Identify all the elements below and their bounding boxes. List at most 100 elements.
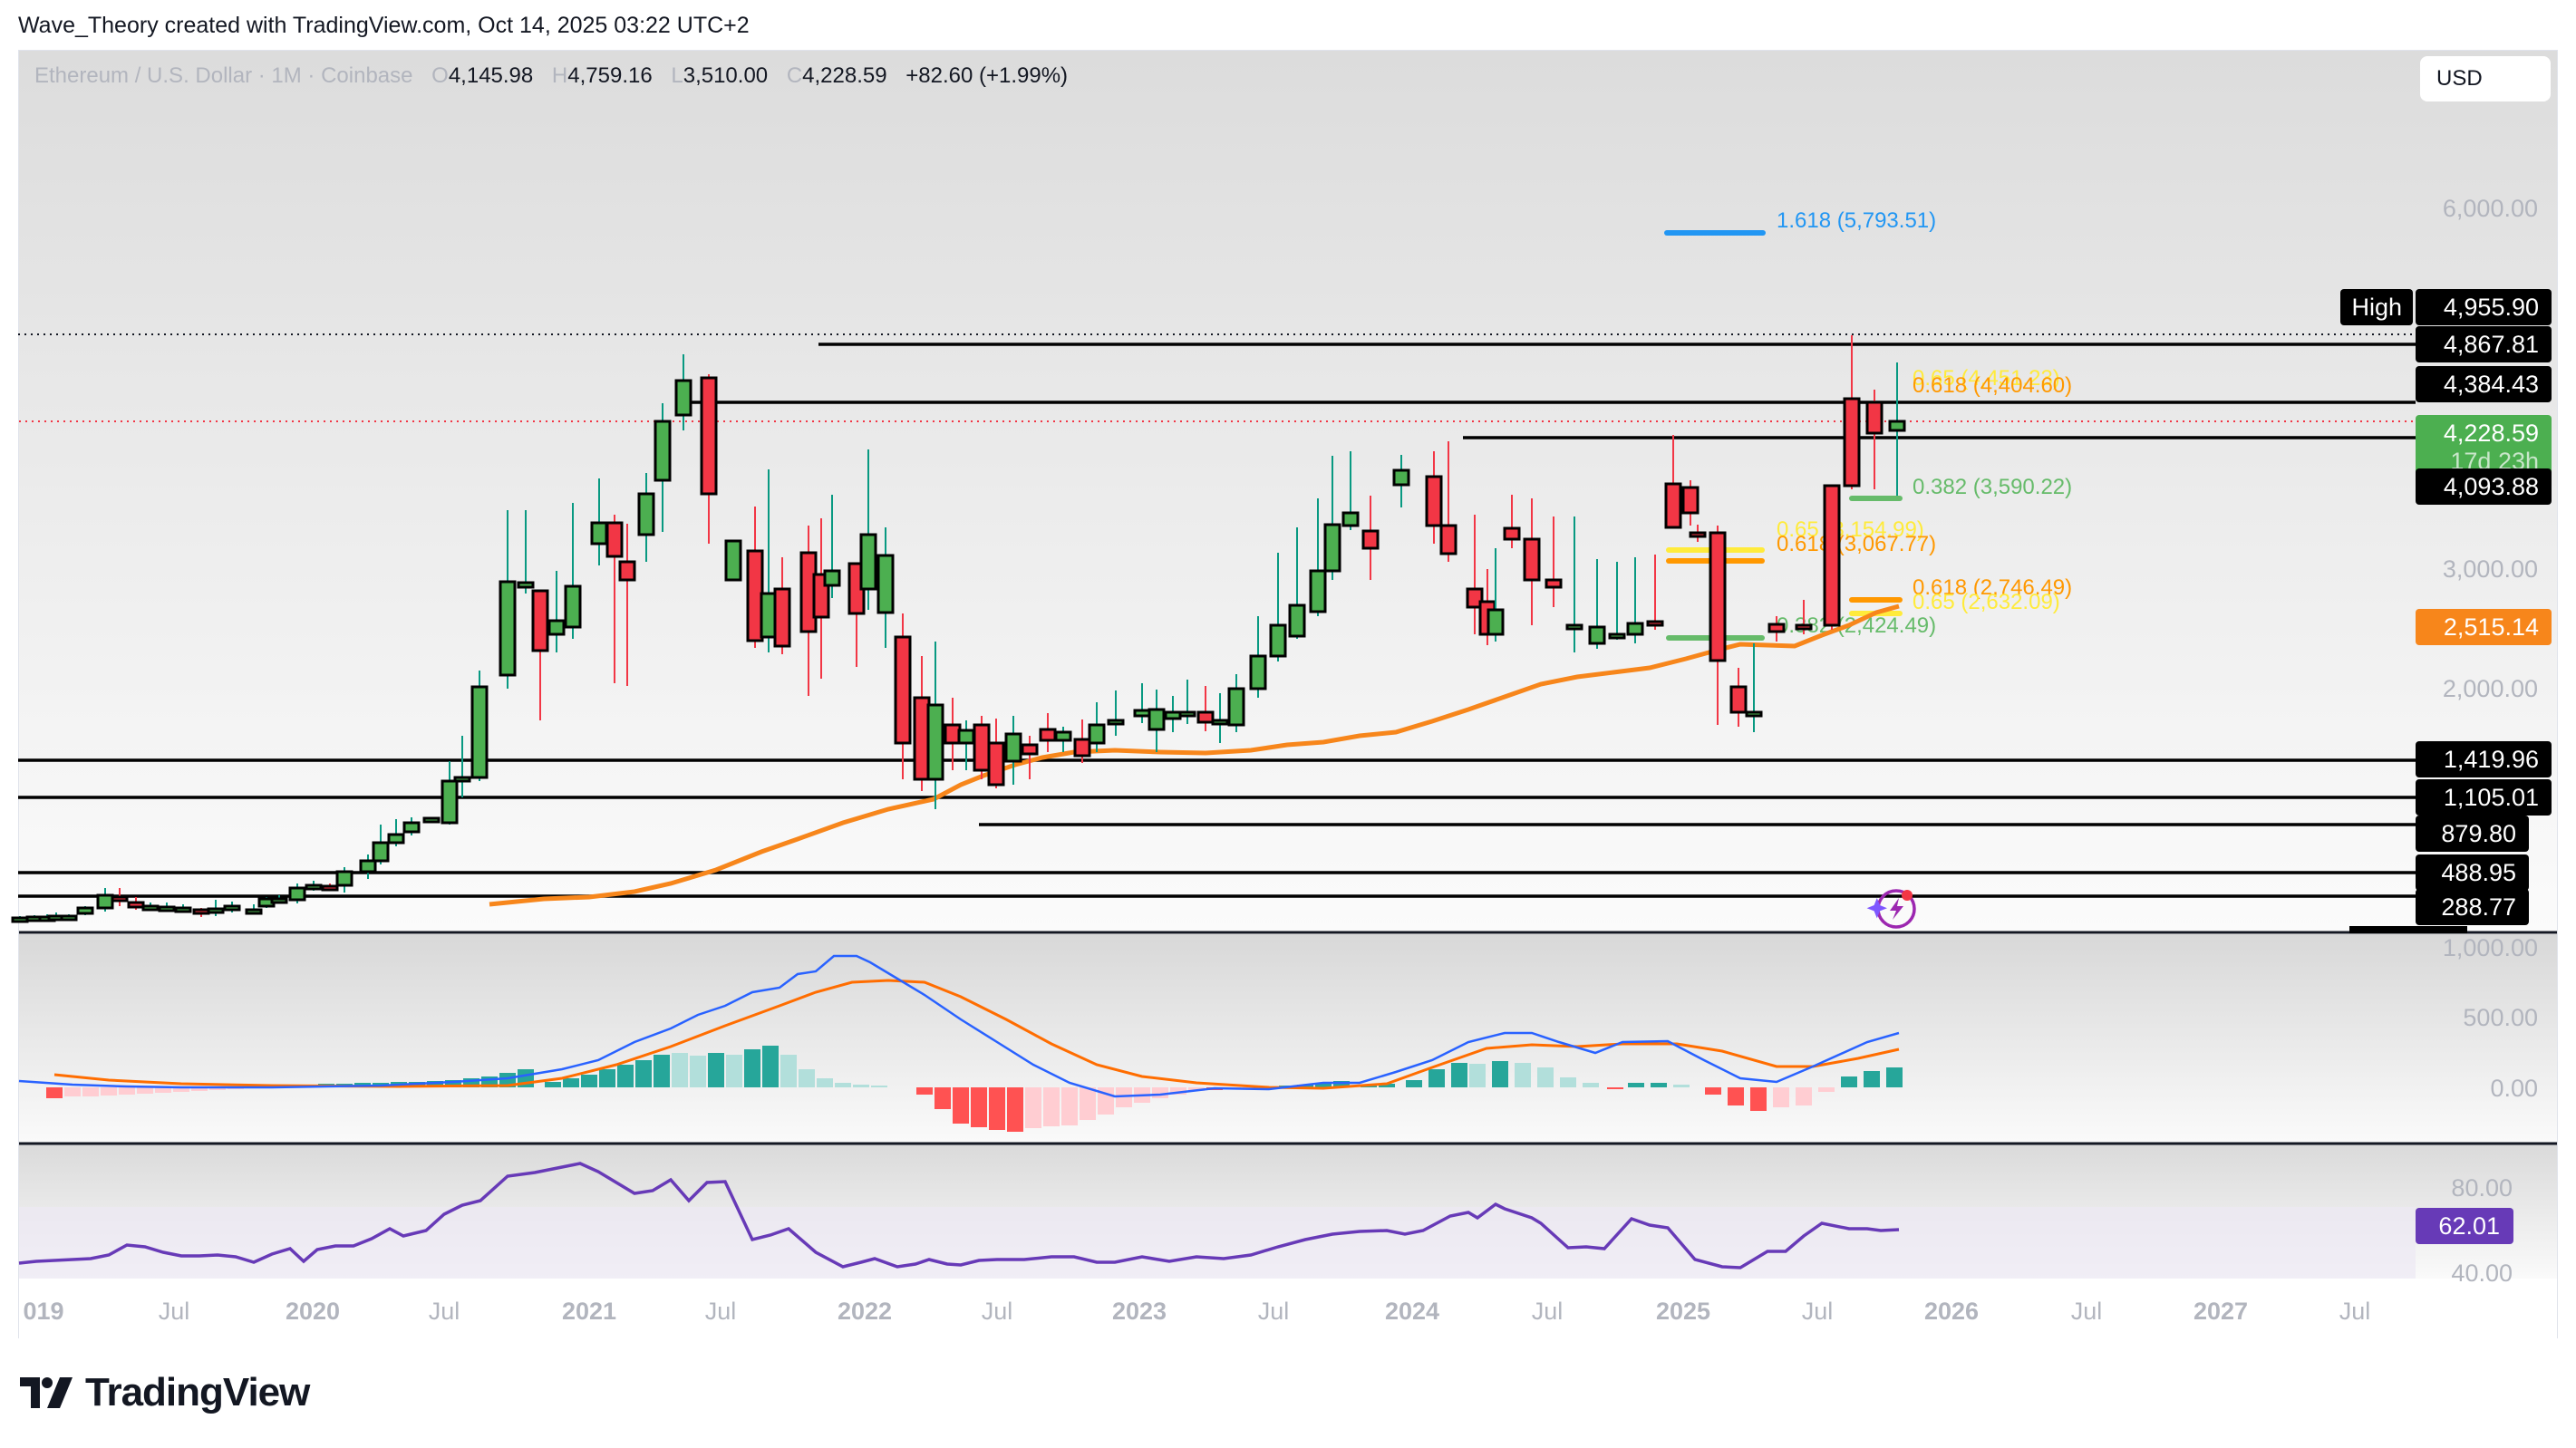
- candle[interactable]: [1107, 690, 1125, 736]
- candle[interactable]: [1323, 456, 1341, 580]
- candle[interactable]: [973, 716, 991, 779]
- candle[interactable]: [453, 736, 471, 797]
- main-pane[interactable]: [19, 51, 2557, 932]
- price-tag[interactable]: 488.95: [2416, 854, 2529, 891]
- candle[interactable]: [1288, 527, 1306, 639]
- candle[interactable]: [1309, 498, 1327, 616]
- candle[interactable]: [422, 816, 441, 824]
- candle[interactable]: [158, 903, 176, 912]
- candle[interactable]: [746, 507, 764, 648]
- candle[interactable]: [547, 571, 566, 652]
- symbol-legend[interactable]: Ethereum / U.S. Dollar · 1M · Coinbase O…: [34, 63, 1068, 89]
- candle[interactable]: [11, 916, 29, 923]
- candle[interactable]: [637, 473, 655, 562]
- candle[interactable]: [1004, 716, 1022, 785]
- candle[interactable]: [1709, 526, 1727, 725]
- candle[interactable]: [799, 526, 818, 696]
- candle[interactable]: [674, 354, 692, 430]
- candle[interactable]: [1021, 736, 1039, 779]
- candle[interactable]: [605, 515, 624, 683]
- candle[interactable]: [1341, 451, 1360, 530]
- candle[interactable]: [1073, 719, 1091, 763]
- currency-button[interactable]: USD: [2420, 56, 2551, 101]
- candle[interactable]: [517, 510, 535, 594]
- candle[interactable]: [1487, 548, 1505, 642]
- candle[interactable]: [859, 449, 877, 610]
- candle[interactable]: [1888, 362, 1906, 496]
- candle[interactable]: [1523, 498, 1541, 625]
- price-tag[interactable]: 1,419.96: [2416, 741, 2552, 777]
- candle[interactable]: [1196, 686, 1215, 731]
- candle[interactable]: [944, 698, 962, 770]
- candle[interactable]: [1227, 674, 1245, 732]
- candle[interactable]: [245, 904, 263, 915]
- candle[interactable]: [531, 589, 549, 720]
- candle[interactable]: [207, 900, 225, 916]
- candle[interactable]: [387, 819, 405, 846]
- candle[interactable]: [618, 524, 636, 686]
- price-tag[interactable]: 1,105.01: [2416, 779, 2552, 816]
- candle[interactable]: [270, 895, 288, 904]
- candle[interactable]: [359, 854, 377, 879]
- candle[interactable]: [305, 881, 323, 891]
- candle[interactable]: [1088, 702, 1106, 752]
- candle[interactable]: [1439, 441, 1457, 562]
- candle[interactable]: [1646, 555, 1664, 630]
- candle[interactable]: [288, 883, 306, 903]
- candle[interactable]: [1823, 484, 1841, 630]
- price-tag[interactable]: 4,093.88: [2416, 468, 2552, 505]
- candle[interactable]: [1729, 668, 1748, 727]
- candle[interactable]: [654, 403, 672, 532]
- price-tag[interactable]: 288.77: [2416, 889, 2529, 925]
- candle[interactable]: [1503, 495, 1521, 548]
- candle[interactable]: [141, 903, 160, 912]
- candle[interactable]: [724, 539, 742, 582]
- candle[interactable]: [1361, 496, 1380, 580]
- candle[interactable]: [1178, 680, 1196, 724]
- rsi-value-tag[interactable]: 62.01: [2416, 1208, 2513, 1244]
- candle[interactable]: [1211, 693, 1229, 743]
- candle[interactable]: [1745, 643, 1763, 732]
- candle[interactable]: [823, 495, 841, 598]
- price-tag[interactable]: 4,955.90 High: [2340, 289, 2552, 325]
- candle[interactable]: [335, 867, 353, 893]
- candle[interactable]: [1054, 727, 1072, 752]
- candle[interactable]: [1565, 516, 1583, 652]
- candle[interactable]: [174, 904, 192, 913]
- candle[interactable]: [111, 888, 129, 906]
- candle[interactable]: [1865, 390, 1884, 489]
- candle[interactable]: [60, 914, 78, 922]
- candle[interactable]: [1269, 553, 1287, 661]
- price-axis[interactable]: 6,000.00 3,000.00 2,000.00 1,000.00 500.00 0.…: [2340, 195, 2552, 1287]
- candle[interactable]: [441, 761, 459, 825]
- candle[interactable]: [1249, 616, 1267, 698]
- candle[interactable]: [913, 656, 931, 791]
- candle[interactable]: [1795, 600, 1813, 634]
- candle[interactable]: [372, 825, 390, 864]
- candle[interactable]: [1608, 562, 1626, 640]
- brand[interactable]: TradingView: [20, 1370, 310, 1415]
- candle[interactable]: [1664, 435, 1682, 529]
- candle[interactable]: [894, 613, 912, 779]
- macd-pane[interactable]: [19, 934, 2557, 1143]
- candle[interactable]: [1545, 516, 1563, 607]
- candle[interactable]: [76, 906, 94, 915]
- candle[interactable]: [987, 719, 1005, 788]
- candle[interactable]: [1148, 690, 1166, 752]
- candle[interactable]: [1843, 335, 1861, 489]
- price-tag[interactable]: 2,515.14: [2416, 609, 2552, 645]
- candle[interactable]: [926, 642, 944, 809]
- candle[interactable]: [1689, 525, 1707, 542]
- price-tag[interactable]: 4,867.81: [2416, 326, 2552, 362]
- price-tag[interactable]: 879.80: [2416, 816, 2529, 852]
- candle[interactable]: [499, 510, 517, 689]
- price-tag[interactable]: 4,384.43: [2416, 366, 2552, 402]
- candle[interactable]: [876, 527, 895, 648]
- assistant-icon[interactable]: [1866, 889, 1916, 929]
- candle[interactable]: [700, 374, 718, 544]
- candle[interactable]: [321, 883, 339, 892]
- candle[interactable]: [223, 902, 241, 912]
- candle[interactable]: [1466, 515, 1484, 634]
- candle[interactable]: [1626, 557, 1644, 643]
- time-axis[interactable]: [19, 1279, 2557, 1338]
